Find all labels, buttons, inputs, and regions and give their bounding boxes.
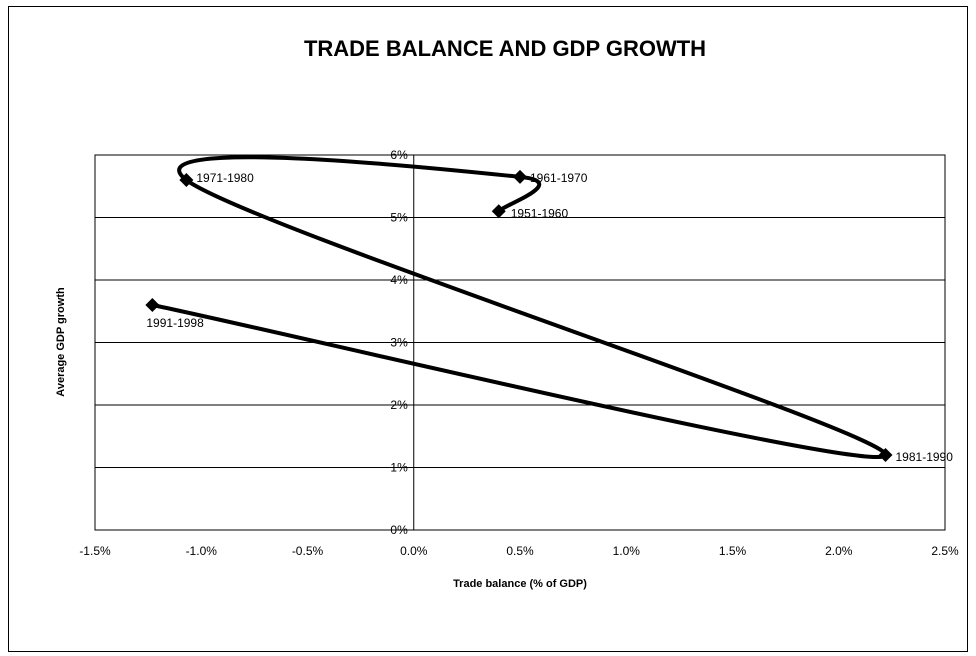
data-point-marker [179,173,194,187]
data-point-label: 1961-1970 [530,171,588,185]
y-tick-label: 6% [390,148,408,162]
x-tick-label: 2.5% [931,544,959,558]
x-tick-label: 0.5% [506,544,534,558]
x-tick-label: 0.0% [400,544,428,558]
data-point-label: 1951-1960 [511,206,569,220]
data-point-marker [878,448,893,462]
y-tick-label: 3% [390,336,408,350]
x-tick-label: 1.0% [613,544,641,558]
x-tick-label: -1.5% [79,544,111,558]
y-axis-title: Average GDP growth [55,287,67,397]
data-point-marker [513,169,527,184]
y-tick-label: 0% [390,523,408,537]
y-tick-label: 4% [390,273,408,287]
x-tick-label: -0.5% [292,544,324,558]
data-point-label: 1981-1990 [896,450,954,464]
data-markers [145,169,893,462]
y-tick-label: 1% [390,461,408,475]
x-tick-label: 1.5% [719,544,747,558]
x-tick-labels: -1.5% -1.0% -0.5% 0.0% 0.5% 1.0% 1.5% 2.0% 2.5% [79,544,959,558]
point-labels: 1951-1960 1961-1970 1971-1980 1981-1990 1991… [146,171,953,464]
data-point-label: 1971-1980 [196,171,254,185]
series-curve [150,155,888,460]
x-tick-label: -1.0% [186,544,218,558]
data-point-marker [491,204,506,219]
y-tick-label: 2% [390,398,408,412]
y-tick-labels: 0% 1% 2% 3% 4% 5% 6% [390,148,408,537]
x-tick-label: 2.0% [825,544,853,558]
y-tick-label: 5% [390,211,408,225]
chart-title: TRADE BALANCE AND GDP GROWTH [303,36,707,61]
x-axis-title: Trade balance (% of GDP) [453,578,587,590]
gridlines [95,154,945,531]
data-point-marker [145,298,160,312]
data-point-label: 1991-1998 [146,316,204,330]
